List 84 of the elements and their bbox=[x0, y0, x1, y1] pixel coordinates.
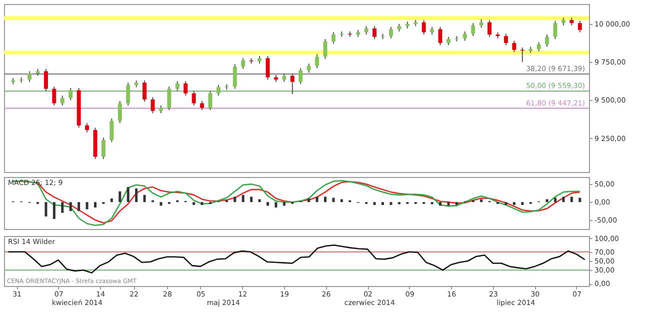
bar bbox=[578, 198, 582, 202]
bar bbox=[504, 202, 508, 205]
bar bbox=[250, 196, 253, 202]
bar bbox=[382, 202, 384, 205]
bar bbox=[118, 191, 122, 202]
bar bbox=[69, 202, 72, 212]
candlestick bbox=[462, 30, 467, 42]
bar bbox=[570, 196, 573, 202]
bar bbox=[308, 198, 310, 202]
candlestick bbox=[200, 100, 204, 111]
bar bbox=[135, 188, 138, 202]
candlestick bbox=[118, 100, 122, 124]
candlestick bbox=[545, 34, 550, 48]
bar bbox=[512, 202, 516, 205]
bar bbox=[126, 187, 130, 202]
bar bbox=[332, 198, 335, 202]
candlestick bbox=[266, 55, 270, 80]
candlestick bbox=[126, 82, 130, 106]
bar bbox=[234, 196, 236, 202]
candlestick bbox=[175, 80, 180, 92]
candlestick bbox=[85, 122, 90, 133]
candlestick bbox=[290, 72, 294, 95]
bar bbox=[521, 202, 524, 205]
bar bbox=[61, 202, 64, 213]
candlestick bbox=[142, 80, 147, 102]
candlestick bbox=[101, 137, 106, 160]
bar bbox=[562, 196, 565, 202]
candlestick bbox=[208, 90, 212, 111]
candlestick bbox=[553, 20, 558, 40]
candlestick bbox=[323, 38, 328, 60]
candlestick bbox=[578, 20, 582, 33]
bar bbox=[324, 196, 326, 202]
candlestick bbox=[372, 26, 377, 40]
bar bbox=[44, 202, 48, 216]
candlestick bbox=[52, 86, 56, 106]
bar bbox=[455, 202, 458, 205]
bar bbox=[78, 202, 80, 212]
candlestick bbox=[488, 20, 492, 38]
candlestick bbox=[184, 80, 188, 96]
bar bbox=[447, 202, 450, 206]
bar bbox=[192, 202, 196, 205]
candlestick bbox=[60, 95, 64, 106]
bar bbox=[274, 202, 278, 208]
bar bbox=[282, 202, 286, 206]
candlestick bbox=[192, 90, 196, 106]
bar bbox=[160, 202, 162, 206]
bar bbox=[94, 202, 96, 208]
candlestick bbox=[306, 63, 311, 74]
candlestick bbox=[422, 20, 426, 36]
bar bbox=[373, 202, 376, 205]
bar bbox=[110, 198, 113, 202]
candlestick bbox=[504, 33, 508, 46]
candlestick bbox=[232, 64, 237, 90]
bar bbox=[554, 198, 556, 202]
bar bbox=[143, 194, 146, 202]
candlestick bbox=[28, 70, 32, 82]
bar bbox=[439, 202, 442, 206]
candlestick bbox=[44, 68, 48, 92]
bar bbox=[200, 202, 204, 205]
bar bbox=[266, 202, 269, 206]
candlestick bbox=[388, 26, 393, 39]
bar bbox=[258, 199, 261, 202]
bar bbox=[390, 202, 392, 205]
bar bbox=[242, 194, 244, 202]
candlestick bbox=[68, 88, 73, 101]
candlestick bbox=[241, 58, 246, 70]
candlestick bbox=[298, 68, 303, 85]
candlestick bbox=[315, 54, 320, 69]
candlestick bbox=[512, 40, 516, 53]
candlestick bbox=[438, 26, 442, 46]
bar bbox=[52, 202, 56, 219]
candlestick bbox=[331, 32, 336, 44]
line-series bbox=[8, 244, 586, 274]
bar bbox=[546, 199, 548, 202]
bar bbox=[316, 196, 318, 202]
candlestick bbox=[471, 22, 476, 37]
candlestick bbox=[216, 84, 220, 96]
bar bbox=[86, 202, 88, 210]
bar bbox=[480, 199, 483, 202]
bar bbox=[340, 199, 343, 202]
candlestick bbox=[110, 118, 114, 143]
candlestick bbox=[536, 42, 541, 52]
candlestick bbox=[167, 86, 172, 111]
candlestick bbox=[150, 96, 155, 114]
